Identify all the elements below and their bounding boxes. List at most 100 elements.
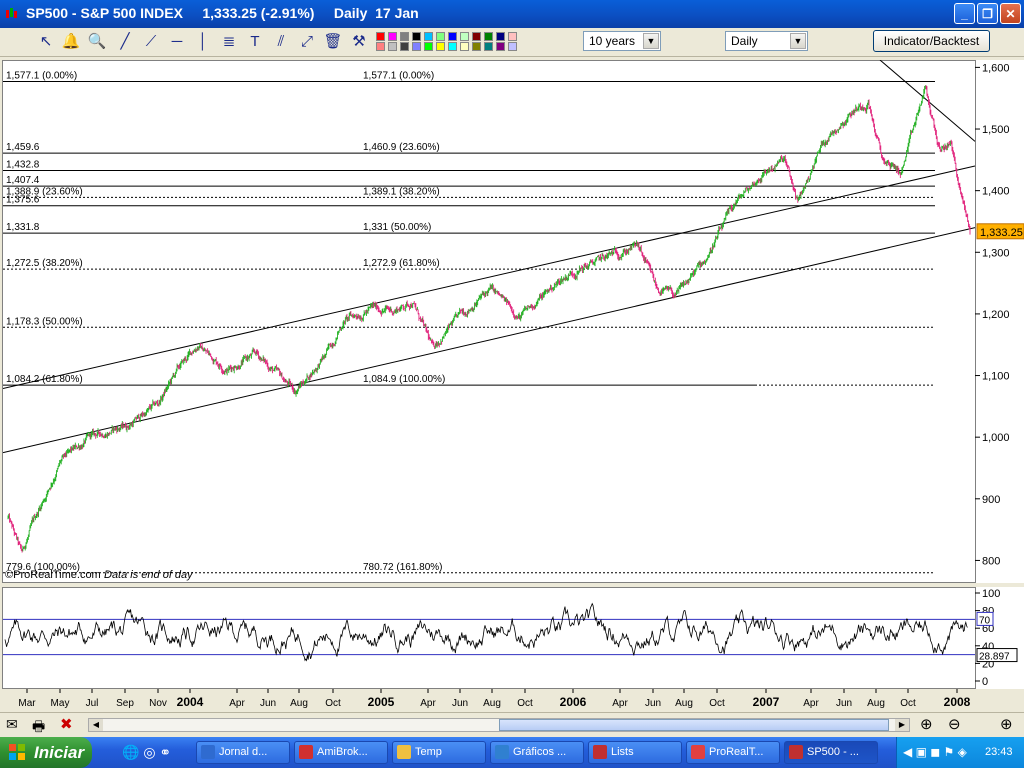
color-swatch[interactable]	[400, 32, 409, 41]
color-swatch[interactable]	[508, 42, 517, 51]
interval-select[interactable]: Daily ▼	[725, 31, 808, 51]
x-tick-label: Nov	[149, 698, 167, 709]
taskbar-task[interactable]: ProRealT...	[686, 741, 780, 764]
tray-icons[interactable]: ◀ ▣ ◼ ⚑ ◈	[903, 745, 967, 759]
color-swatch[interactable]	[472, 42, 481, 51]
zoom-icon[interactable]: 🔍	[87, 33, 107, 50]
mail-icon[interactable]: ✉	[6, 716, 18, 732]
scroll-left-icon[interactable]: ◀	[89, 719, 103, 731]
x-axis: Mar May Jul Sep Nov 2004 Apr Jun Aug Oct 2005 Apr Ju…	[18, 689, 971, 709]
horizontal-scrollbar[interactable]: ◀ ▶	[88, 718, 910, 732]
x-tick-label: 2005	[368, 695, 395, 709]
taskbar-task[interactable]: SP500 - ...	[784, 741, 878, 764]
rsi-y-tick-label: 100	[982, 588, 1000, 600]
resistance-line	[879, 60, 976, 142]
taskbar-task[interactable]: Lists	[588, 741, 682, 764]
level-label: 1,389.1 (38.20%)	[363, 186, 440, 197]
vertical-line-icon[interactable]: │	[198, 33, 208, 50]
color-swatch[interactable]	[388, 32, 397, 41]
color-swatch[interactable]	[412, 42, 421, 51]
y-tick-label: 1,200	[982, 309, 1010, 321]
x-tick-label: Aug	[290, 698, 308, 709]
task-app-icon	[495, 745, 509, 759]
text-icon[interactable]: T	[250, 33, 260, 50]
color-swatch[interactable]	[424, 42, 433, 51]
last-value-label: 1,333.25	[980, 227, 1023, 239]
rsi-pane[interactable]	[2, 587, 976, 689]
maximize-button[interactable]: ❐	[977, 3, 998, 24]
y-tick-label: 1,300	[982, 247, 1010, 259]
color-swatch[interactable]	[376, 42, 385, 51]
color-swatch[interactable]	[460, 32, 469, 41]
fibonacci-icon[interactable]: ≣	[222, 33, 236, 50]
price-chart-pane[interactable]	[2, 60, 976, 583]
color-swatch[interactable]	[376, 32, 385, 41]
zoom-in-icon[interactable]: ⊕	[1000, 716, 1013, 733]
taskbar-task[interactable]: Gráficos ...	[490, 741, 584, 764]
color-swatch[interactable]	[448, 32, 457, 41]
color-swatch[interactable]	[424, 32, 433, 41]
start-button[interactable]: Iniciar	[0, 737, 92, 768]
x-tick-label: May	[51, 698, 70, 709]
scroll-right-icon[interactable]: ▶	[895, 719, 909, 731]
color-swatch[interactable]	[484, 42, 493, 51]
y-tick-label: 1,000	[982, 432, 1010, 444]
task-app-icon	[299, 745, 313, 759]
trash-icon[interactable]: 🗑	[323, 33, 343, 50]
color-swatch[interactable]	[508, 32, 517, 41]
taskbar-task[interactable]: Jornal d...	[196, 741, 290, 764]
rsi-line	[4, 602, 968, 662]
price-chart[interactable]: 800 900 1,000 1,100 1,200 1,300 1,400 1,500 1,60…	[0, 60, 1024, 583]
y-tick-label: 800	[982, 555, 1000, 567]
watermark: ©ProRealTime.com	[5, 569, 101, 581]
windows-logo-icon	[8, 743, 26, 761]
taskbar-task[interactable]: Temp	[392, 741, 486, 764]
taskbar-task[interactable]: AmiBrok...	[294, 741, 388, 764]
color-swatch[interactable]	[496, 42, 505, 51]
color-swatch[interactable]	[496, 32, 505, 41]
task-app-icon	[691, 745, 705, 759]
parallel-icon[interactable]: ⫽	[277, 33, 285, 50]
task-app-icon	[201, 745, 215, 759]
color-swatch[interactable]	[436, 42, 445, 51]
close-button[interactable]: ✕	[1000, 3, 1021, 24]
level-label: 1,272.5 (38.20%)	[6, 258, 83, 269]
color-swatch[interactable]	[412, 32, 421, 41]
x-tick-label: 2004	[177, 695, 204, 709]
level-label: 1,331.8	[6, 222, 40, 233]
color-swatch[interactable]	[400, 42, 409, 51]
horizontal-line-icon[interactable]: ─	[171, 33, 183, 50]
clock: 23:43	[985, 746, 1013, 758]
channel-icon[interactable]: ⤢	[300, 33, 313, 50]
rsi-level-label: 70	[979, 615, 991, 626]
color-swatch[interactable]	[484, 32, 493, 41]
level-label: 1,432.8	[6, 159, 40, 170]
minimize-button[interactable]: _	[954, 3, 975, 24]
color-swatch[interactable]	[388, 42, 397, 51]
level-label: 1,272.9 (61.80%)	[363, 258, 440, 269]
period-select[interactable]: 10 years ▼	[583, 31, 661, 51]
task-label: AmiBrok...	[317, 746, 368, 758]
delete-icon[interactable]: ✖	[60, 716, 73, 733]
tools-icon[interactable]: ⚒	[352, 33, 366, 50]
trend-icon[interactable]: ⟋	[145, 33, 157, 50]
color-swatch[interactable]	[460, 42, 469, 51]
color-swatch[interactable]	[436, 32, 445, 41]
color-swatch[interactable]	[448, 42, 457, 51]
color-swatch[interactable]	[472, 32, 481, 41]
quicklaunch-icons[interactable]: 🌐 ◎ ⚭	[122, 744, 172, 760]
color-palette[interactable]	[376, 31, 520, 53]
zoom-fit-icon[interactable]: ⊕	[920, 716, 933, 733]
x-tick-label: 2007	[753, 695, 780, 709]
zoom-out-icon[interactable]: ⊖	[948, 716, 961, 733]
chevron-down-icon: ▼	[790, 33, 806, 49]
indicator-backtest-button[interactable]: Indicator/Backtest	[873, 30, 990, 52]
line-icon[interactable]: ╱	[120, 33, 130, 50]
scroll-thumb[interactable]	[499, 719, 889, 731]
bell-icon[interactable]: 🔔	[61, 33, 81, 50]
print-icon[interactable]: 🖶	[32, 718, 46, 734]
cursor-icon[interactable]: ↖	[39, 33, 53, 50]
channel-line-upper	[2, 165, 976, 389]
status-bar: ✉ 🖶 ✖ ◀ ▶ ⊕ ⊖ ⊕	[0, 712, 1024, 737]
